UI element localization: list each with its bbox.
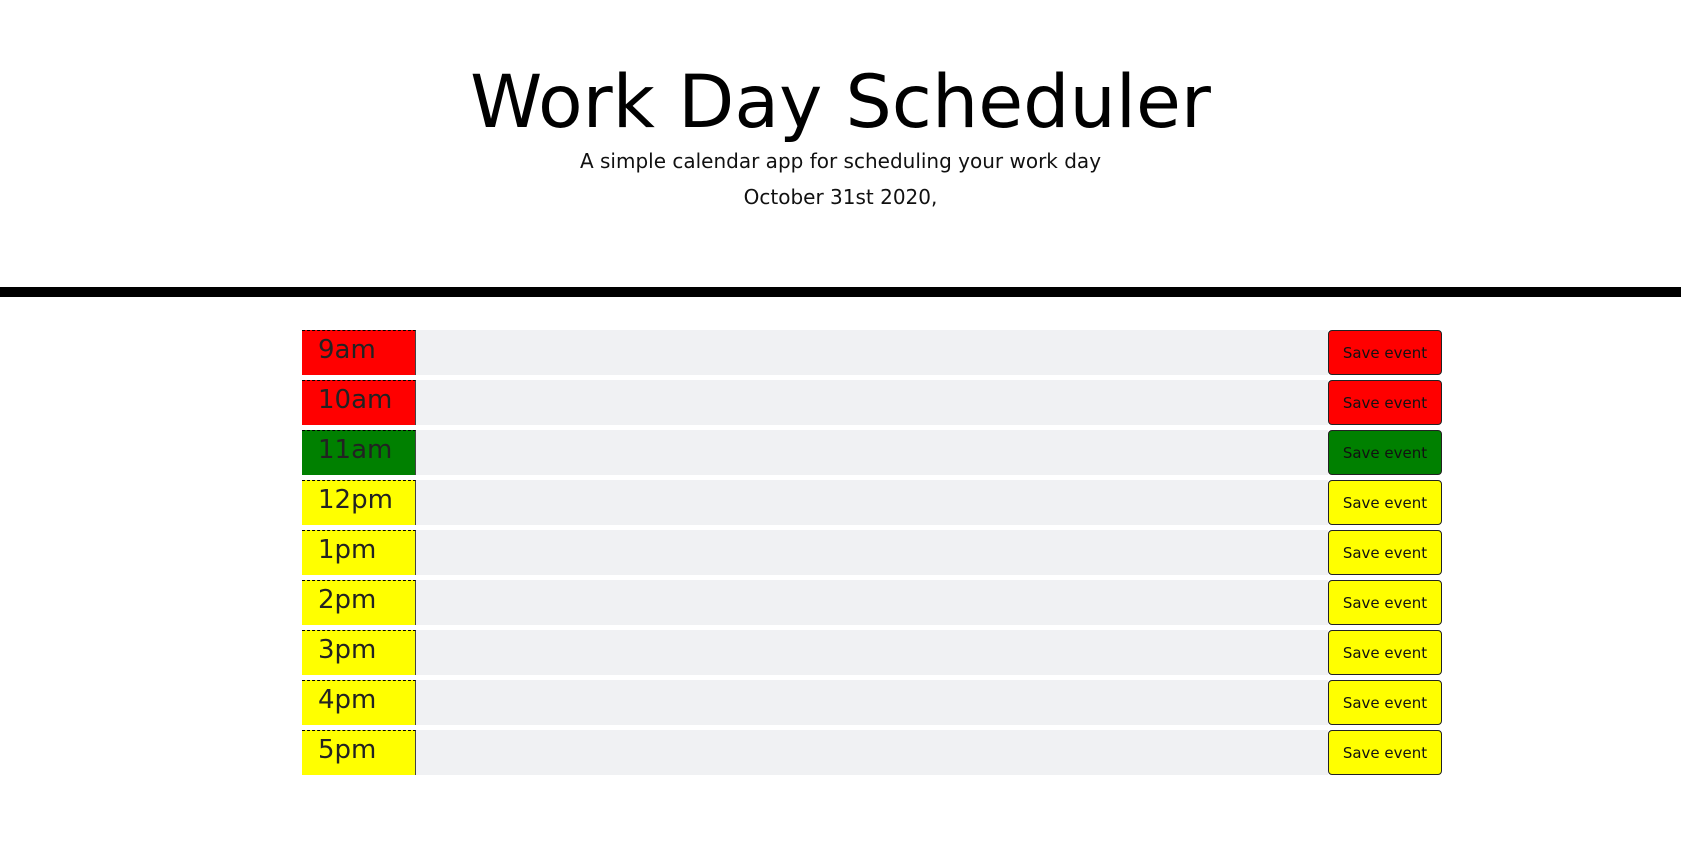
event-input[interactable]: [416, 330, 1328, 375]
hour-label: 3pm: [302, 630, 416, 675]
hour-label: 9am: [302, 330, 416, 375]
page-header: Work Day Scheduler A simple calendar app…: [0, 0, 1681, 287]
event-input[interactable]: [416, 480, 1328, 525]
page-subtitle: A simple calendar app for scheduling you…: [579, 149, 1102, 173]
current-date: October 31st 2020,: [743, 185, 938, 209]
hour-label: 4pm: [302, 680, 416, 725]
event-input[interactable]: [416, 430, 1328, 475]
time-block-row: 2pm Save event: [302, 580, 1442, 625]
time-block-row: 10am Save event: [302, 380, 1442, 425]
save-event-button[interactable]: Save event: [1328, 430, 1442, 475]
save-event-button[interactable]: Save event: [1328, 380, 1442, 425]
time-block-row: 9am Save event: [302, 330, 1442, 375]
hour-label: 2pm: [302, 580, 416, 625]
save-event-button[interactable]: Save event: [1328, 680, 1442, 725]
time-block-row: 11am Save event: [302, 430, 1442, 475]
event-input[interactable]: [416, 630, 1328, 675]
time-block-row: 4pm Save event: [302, 680, 1442, 725]
save-event-button[interactable]: Save event: [1328, 480, 1442, 525]
hour-label: 12pm: [302, 480, 416, 525]
save-event-button[interactable]: Save event: [1328, 630, 1442, 675]
time-block-row: 12pm Save event: [302, 480, 1442, 525]
time-block-row: 3pm Save event: [302, 630, 1442, 675]
event-input[interactable]: [416, 380, 1328, 425]
header-divider: [0, 287, 1681, 297]
hour-label: 11am: [302, 430, 416, 475]
event-input[interactable]: [416, 730, 1328, 775]
save-event-button[interactable]: Save event: [1328, 580, 1442, 625]
save-event-button[interactable]: Save event: [1328, 330, 1442, 375]
event-input[interactable]: [416, 580, 1328, 625]
time-block-row: 5pm Save event: [302, 730, 1442, 775]
event-input[interactable]: [416, 530, 1328, 575]
save-event-button[interactable]: Save event: [1328, 530, 1442, 575]
hour-label: 1pm: [302, 530, 416, 575]
time-block-list: 9am Save event 10am Save event 11am Save…: [302, 330, 1442, 780]
hour-label: 5pm: [302, 730, 416, 775]
hour-label: 10am: [302, 380, 416, 425]
save-event-button[interactable]: Save event: [1328, 730, 1442, 775]
page-title: Work Day Scheduler: [470, 60, 1211, 145]
event-input[interactable]: [416, 680, 1328, 725]
time-block-row: 1pm Save event: [302, 530, 1442, 575]
